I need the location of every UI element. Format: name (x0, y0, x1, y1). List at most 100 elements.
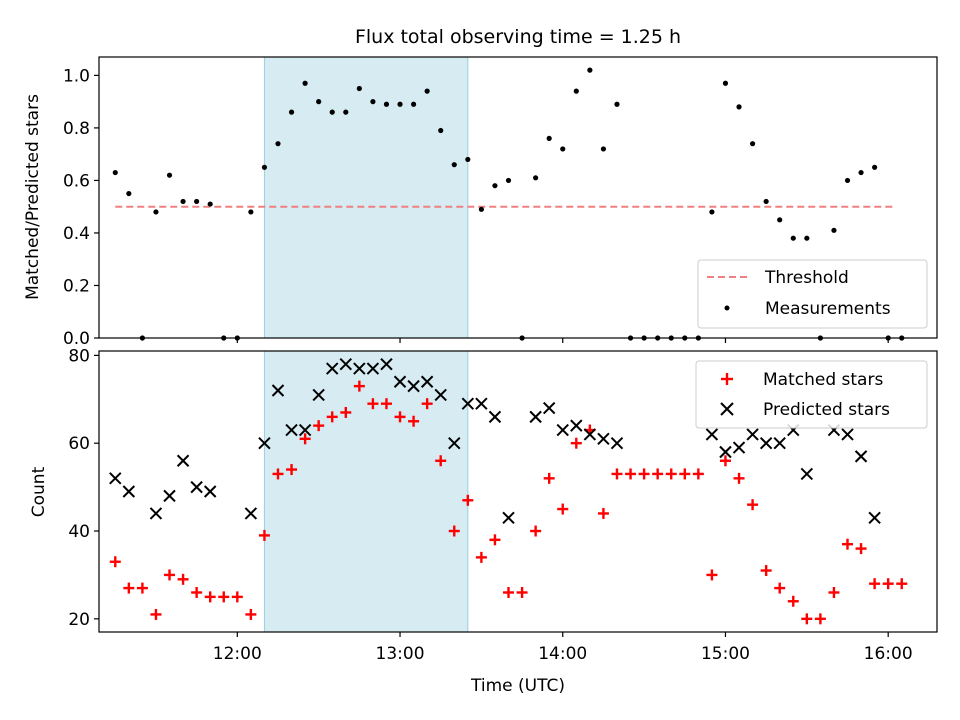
predicted-stars-point (190, 480, 203, 494)
legend-matched-swatch (721, 373, 733, 385)
top-y-tick-label: 0.8 (63, 119, 90, 139)
predicted-stars-point (326, 362, 339, 375)
predicted-stars-point (854, 450, 868, 463)
figure-title: Flux total observing time = 1.25 h (355, 26, 681, 48)
measurement-point (112, 169, 118, 176)
matched-stars-point (313, 420, 325, 432)
matched-stars-point (380, 398, 392, 410)
measurement-point (180, 198, 186, 205)
legend-predicted-label: Predicted stars (763, 400, 890, 420)
predicted-stars-point (529, 410, 542, 424)
bottom-shaded-span (263, 350, 469, 633)
matched-stars-point (679, 468, 691, 480)
matched-stars-point (272, 468, 284, 480)
measurement-point (505, 177, 512, 184)
matched-stars-point (299, 433, 311, 445)
measurement-point (492, 183, 498, 189)
matched-stars-point (231, 591, 243, 603)
matched-stars-point (638, 468, 650, 480)
measurement-point (600, 146, 607, 152)
matched-stars-point (408, 415, 420, 427)
measurement-point (804, 235, 810, 241)
measurement-point (356, 85, 362, 92)
predicted-stars-point (868, 511, 881, 525)
matched-stars-point (801, 613, 813, 625)
measurement-point (858, 169, 864, 176)
matched-stars-point (543, 472, 555, 484)
measurement-point (872, 164, 878, 170)
matched-stars-point (191, 586, 203, 598)
matched-stars-point (869, 578, 881, 590)
matched-stars-point (164, 569, 176, 581)
matched-stars-point (530, 525, 542, 537)
measurement-point (722, 80, 729, 86)
matched-stars-point (326, 411, 338, 423)
predicted-stars-point (163, 489, 176, 503)
matched-stars-point (340, 406, 352, 418)
x-tick-label: 13:00 (376, 644, 425, 664)
measurement-point (194, 198, 200, 205)
matched-stars-point (855, 543, 867, 555)
matched-stars-point (611, 468, 623, 480)
predicted-stars-point (475, 397, 488, 410)
matched-stars-point (828, 586, 840, 598)
matched-stars-point (625, 468, 637, 480)
matched-stars-point (123, 582, 135, 594)
measurement-point (533, 175, 539, 181)
matched-stars-point (489, 534, 501, 546)
measurement-point (831, 227, 837, 233)
matched-stars-point (421, 398, 433, 410)
measurement-point (777, 217, 783, 223)
matched-stars-point (882, 578, 894, 590)
measurement-point (587, 67, 593, 73)
predicted-stars-point (271, 384, 285, 397)
legend-threshold-label: Threshold (764, 268, 849, 288)
top-y-axis-label: Matched/Predicted stars (23, 94, 43, 300)
x-tick-label: 12:00 (213, 644, 262, 664)
legend-matched-label: Matched stars (763, 370, 883, 390)
matched-stars-point (665, 468, 677, 480)
matched-stars-point (733, 472, 745, 484)
measurement-point (465, 156, 471, 163)
matched-stars-point (896, 578, 908, 590)
matched-stars-point (353, 380, 365, 392)
measurement-point (614, 101, 620, 107)
predicted-stars-point (732, 441, 746, 454)
measurement-point (316, 99, 322, 105)
measurement-point (573, 88, 579, 94)
matched-stars-point (109, 556, 121, 568)
matched-stars-point (462, 494, 474, 506)
measurement-point (736, 104, 742, 110)
predicted-stars-point (542, 401, 556, 415)
predicted-stars-point (434, 388, 447, 402)
matched-stars-point (150, 608, 162, 620)
measurement-point (410, 101, 417, 107)
top-y-tick-label: 0.4 (63, 224, 90, 244)
predicted-stars-point (366, 362, 380, 375)
predicted-stars-point (597, 432, 610, 446)
measurement-point (424, 88, 430, 94)
predicted-stars-point (285, 423, 298, 437)
measurement-point (126, 190, 132, 197)
predicted-stars-point (719, 445, 732, 459)
matched-stars-point (760, 565, 772, 577)
x-tick-label: 14:00 (538, 644, 587, 664)
measurement-point (207, 201, 213, 207)
legend-measurements-swatch (724, 305, 730, 311)
predicted-stars-point (298, 423, 312, 437)
predicted-stars-point (176, 454, 190, 467)
measurement-point (166, 172, 173, 178)
measurement-point (302, 80, 308, 86)
predicted-stars-point (203, 485, 217, 498)
bottom-legend-box (695, 360, 928, 429)
predicted-stars-point (583, 428, 597, 441)
measurement-point (343, 109, 349, 115)
matched-stars-point (842, 538, 854, 550)
matched-stars-point (286, 464, 298, 476)
measurement-point (478, 206, 484, 212)
matched-stars-point (597, 507, 609, 519)
measurement-point (844, 177, 851, 184)
x-axis-label: Time (UTC) (470, 676, 565, 696)
predicted-stars-point (488, 410, 502, 424)
